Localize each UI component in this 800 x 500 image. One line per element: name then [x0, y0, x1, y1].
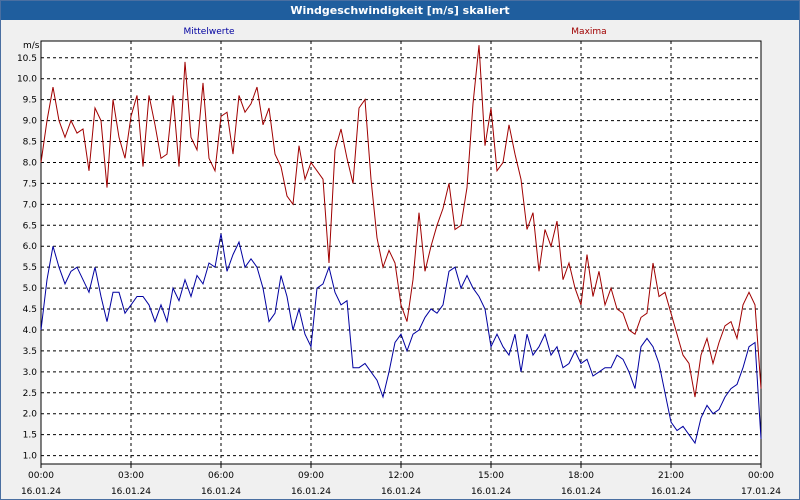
- y-axis-ticks: 1.0 1.5 2.0 2.5 3.0 3.5 4.0 4.5 5.0 5.5 6.0 6.5 7.0 7…: [17, 54, 37, 462]
- y-axis-label: m/s: [23, 41, 40, 51]
- x-tick-date: 16.01.24: [561, 487, 601, 497]
- y-tick-label: 2.5: [23, 389, 37, 399]
- y-tick-label: 7.5: [23, 179, 37, 189]
- x-tick-time: 21:00: [658, 471, 684, 481]
- x-tick-time: 00:00: [28, 471, 54, 481]
- x-tick-time: 09:00: [298, 471, 324, 481]
- x-tick-time: 03:00: [118, 471, 144, 481]
- x-tick-time: 18:00: [568, 471, 594, 481]
- x-tick-date: 17.01.24: [741, 487, 781, 497]
- x-tick-date: 16.01.24: [381, 487, 421, 497]
- y-tick-label: 2.0: [23, 410, 38, 420]
- x-tick-time: 06:00: [208, 471, 234, 481]
- x-tick-date: 16.01.24: [201, 487, 241, 497]
- x-tick-date: 16.01.24: [111, 487, 151, 497]
- y-tick-label: 10.0: [17, 75, 37, 85]
- x-tick-date: 16.01.24: [651, 487, 691, 497]
- y-tick-label: 1.0: [23, 452, 38, 462]
- wind-speed-chart: 1.0 1.5 2.0 2.5 3.0 3.5 4.0 4.5 5.0 5.5 6.0 6.5 7.0 7…: [17, 27, 781, 497]
- x-tick-time: 00:00: [748, 471, 774, 481]
- y-tick-label: 5.5: [23, 263, 37, 273]
- x-axis-ticks: 00:00 16.01.24 03:00 16.01.24 06:00 16.01.24 0…: [21, 464, 781, 497]
- y-tick-label: 3.0: [23, 368, 38, 378]
- legend-mittelwerte: Mittelwerte: [183, 27, 234, 37]
- x-tick-date: 16.01.24: [471, 487, 511, 497]
- y-tick-label: 10.5: [17, 54, 37, 64]
- y-tick-label: 8.5: [23, 138, 37, 148]
- x-tick-time: 15:00: [478, 471, 504, 481]
- y-tick-label: 9.5: [23, 96, 37, 106]
- y-tick-label: 3.5: [23, 347, 37, 357]
- window-title: Windgeschwindigkeit [m/s] skaliert: [1, 1, 799, 20]
- series-line-maxima: [40, 45, 762, 398]
- y-tick-label: 4.5: [23, 305, 37, 315]
- series-line-mittelwerte: [40, 233, 762, 445]
- y-tick-label: 6.5: [23, 221, 37, 231]
- y-tick-label: 9.0: [23, 117, 38, 127]
- y-tick-label: 6.0: [23, 242, 38, 252]
- series-lines: [40, 45, 762, 445]
- x-tick-date: 16.01.24: [21, 487, 61, 497]
- y-tick-label: 7.0: [23, 200, 38, 210]
- y-tick-label: 5.0: [23, 284, 38, 294]
- legend-maxima: Maxima: [571, 27, 606, 37]
- y-tick-label: 4.0: [23, 326, 38, 336]
- y-tick-label: 8.0: [23, 158, 38, 168]
- y-tick-label: 1.5: [23, 431, 37, 441]
- x-tick-date: 16.01.24: [291, 487, 331, 497]
- x-tick-time: 12:00: [388, 471, 414, 481]
- grid-lines: [41, 41, 761, 464]
